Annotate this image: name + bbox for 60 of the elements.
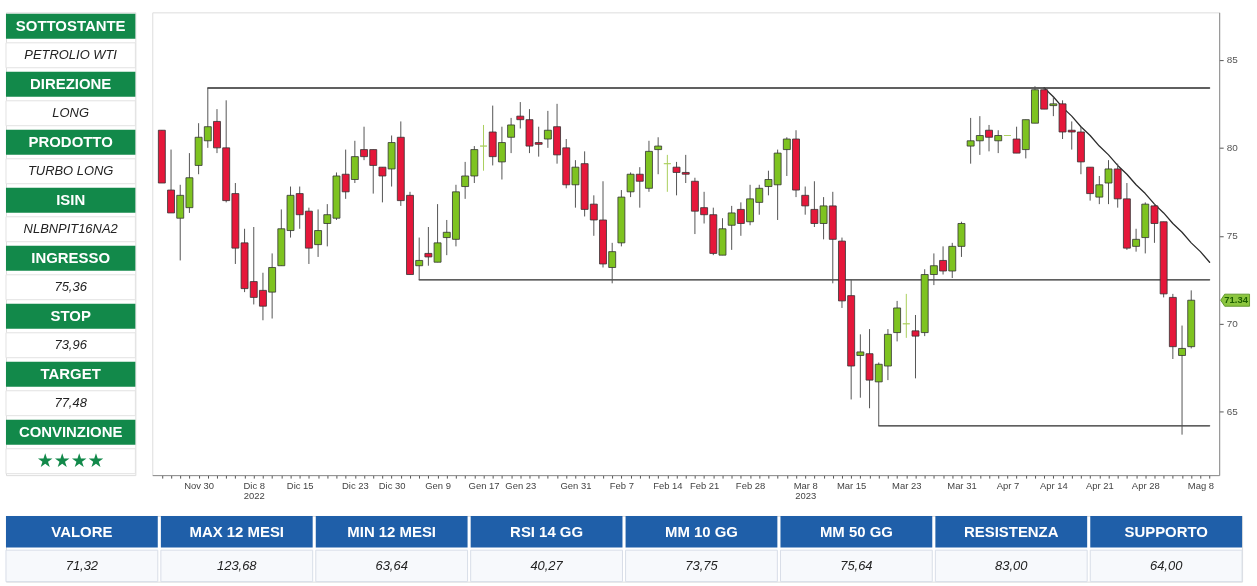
category-label: SUPPORTO (1124, 522, 1208, 540)
x-tick-label: Feb 28 (735, 479, 766, 491)
x-tick-label: Apr 28 (1131, 479, 1160, 491)
text: TURBO LONG (27, 163, 114, 179)
text: 83,00 (995, 557, 1028, 573)
text: 73,75 (685, 557, 718, 573)
y-tick-label: 85 (1226, 54, 1239, 66)
text: SOTTOSTANTE (15, 17, 126, 35)
annotation: 71.34 (1224, 294, 1249, 306)
text: 71,32 (65, 557, 99, 573)
x-tick-label: Dic 30 (378, 479, 406, 491)
x-tick-label: Nov 30 (184, 479, 215, 491)
x-tick-label: Apr 7 (996, 479, 1020, 491)
x-tick-label: Feb 14 (653, 479, 683, 491)
category-label: MM 50 GG (819, 522, 893, 540)
text: CONVINZIONE (18, 423, 123, 441)
x-tick-label: Apr 14 (1039, 479, 1068, 491)
category-label: VALORE (51, 522, 113, 540)
text: PRODOTTO (28, 133, 113, 151)
x-tick-label: Mar 31 (947, 479, 977, 491)
category-label: RSI 14 GG (510, 522, 584, 540)
y-tick-label: 65 (1226, 406, 1239, 418)
text: 75,64 (840, 557, 873, 573)
category-label: MM 10 GG (665, 522, 738, 540)
y-tick-label: 75 (1226, 230, 1239, 242)
text: PETROLIO WTI (24, 47, 118, 63)
x-tick-label: Gen 31 (560, 479, 592, 491)
x-tick-label: Dic 8 2022 (243, 479, 266, 502)
y-tick-label: 70 (1226, 318, 1239, 330)
text: 73,96 (54, 337, 88, 353)
x-tick-label: Mar 8 2023 (793, 479, 818, 502)
x-tick-label: Feb 7 (609, 479, 634, 491)
category-label: MIN 12 MESI (347, 522, 436, 540)
text: ★★★★ (36, 449, 105, 472)
category-label: RESISTENZA (964, 522, 1059, 540)
y-tick-label: 80 (1226, 142, 1239, 154)
text: 77,48 (54, 395, 88, 411)
x-tick-label: Gen 9 (425, 479, 451, 491)
text: 64,00 (1150, 557, 1183, 573)
x-tick-label: Dic 15 (286, 479, 314, 491)
x-tick-label: Gen 23 (505, 479, 537, 491)
x-tick-label: Mar 15 (836, 479, 867, 491)
text: DIREZIONE (30, 75, 112, 93)
text: INGRESSO (31, 249, 111, 267)
x-tick-label: Dic 23 (341, 479, 369, 491)
text: 63,64 (375, 557, 408, 573)
x-tick-label: Mag 8 (1187, 479, 1215, 491)
text: 75,36 (54, 279, 88, 295)
text: TARGET (40, 365, 101, 383)
x-tick-label: Apr 21 (1085, 479, 1114, 491)
text: NLBNPIT16NA2 (23, 221, 118, 237)
text: LONG (52, 105, 89, 121)
x-tick-label: Feb 21 (689, 479, 720, 491)
text: ISIN (56, 191, 86, 209)
text: 123,68 (217, 557, 257, 573)
x-tick-label: Gen 17 (468, 479, 500, 491)
category-label: MAX 12 MESI (189, 522, 284, 540)
text: 40,27 (530, 557, 563, 573)
text: STOP (50, 307, 91, 325)
x-tick-label: Mar 23 (892, 479, 922, 491)
